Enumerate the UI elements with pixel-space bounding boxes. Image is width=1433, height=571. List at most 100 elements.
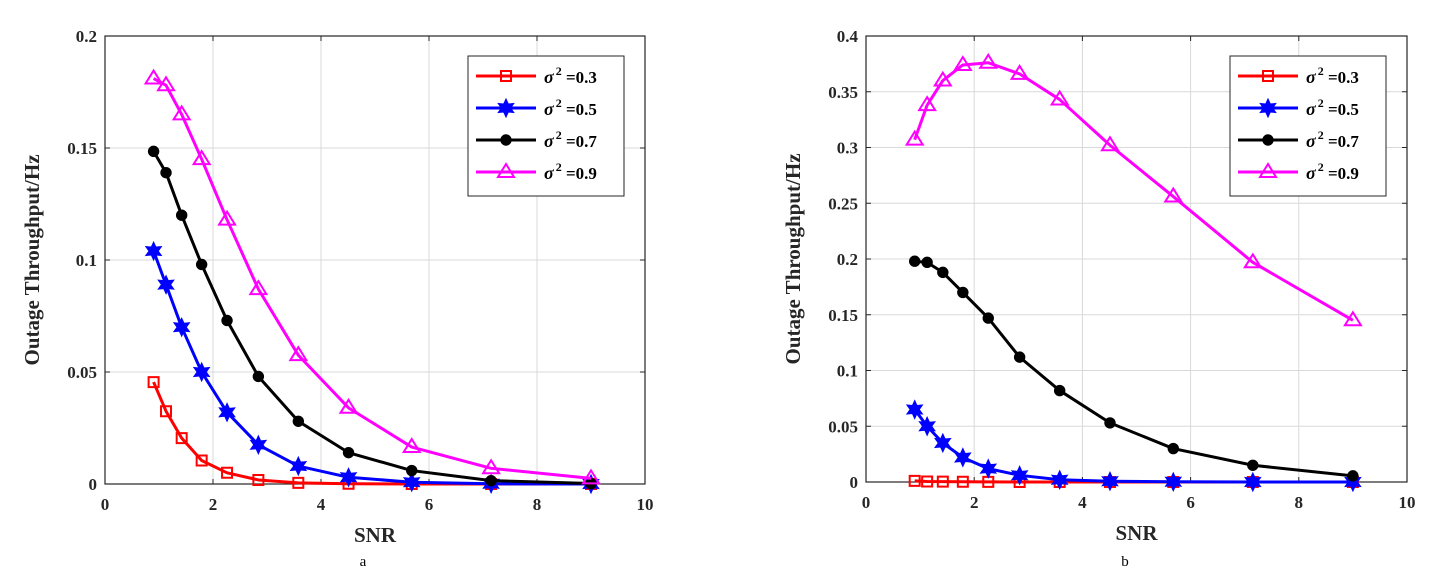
x-tick-label: 6 (425, 495, 434, 514)
data-point (933, 432, 952, 454)
legend-swatch-marker (497, 97, 515, 119)
data-point (402, 472, 421, 493)
data-point (1053, 384, 1066, 397)
series-2 (147, 145, 597, 490)
data-point (157, 274, 175, 295)
x-tick-label: 2 (970, 493, 979, 512)
legend-swatch-marker (500, 70, 512, 82)
data-point (195, 454, 208, 467)
legend-swatch-marker (1262, 134, 1274, 146)
data-point (937, 266, 949, 279)
data-point (221, 314, 233, 327)
data-point (904, 129, 925, 146)
y-axis-label: Outage Throughput/Hz (781, 153, 805, 364)
x-tick-label: 2 (209, 495, 218, 514)
data-point (175, 432, 188, 445)
y-tick-label: 0.15 (828, 306, 858, 325)
data-point (143, 68, 164, 85)
x-tick-label: 10 (1399, 493, 1416, 512)
data-point (156, 75, 176, 92)
series-line (913, 61, 1354, 322)
y-tick-label: 0 (850, 473, 859, 492)
data-point (338, 397, 359, 414)
data-point (481, 458, 501, 475)
data-point (1104, 417, 1116, 429)
data-point (1163, 186, 1184, 203)
data-point (192, 361, 211, 383)
data-point (221, 466, 234, 479)
series-2 (908, 255, 1359, 482)
data-point (401, 437, 422, 453)
y-tick-label: 0.05 (828, 417, 858, 436)
data-point (289, 455, 308, 477)
x-tick-label: 4 (1078, 493, 1087, 512)
data-point (1343, 310, 1363, 327)
y-tick-label: 0.3 (837, 139, 858, 158)
data-point (1347, 470, 1359, 482)
data-point (933, 70, 953, 87)
x-tick-label: 10 (637, 495, 654, 514)
data-point (160, 405, 173, 418)
data-point (953, 55, 973, 71)
data-point (342, 446, 355, 459)
data-point (908, 474, 921, 487)
series-1 (905, 399, 1362, 493)
y-tick-label: 0.05 (67, 363, 97, 382)
y-tick-label: 0.1 (76, 251, 97, 270)
data-point (918, 416, 936, 437)
data-point (252, 370, 265, 383)
chart-panel-b: 0 2 4 6 8 10 0 0.05 0.1 0.15 0.2 0.25 0.3 0.35 0.4 SNR O… (781, 27, 1416, 570)
y-tick-label: 0.35 (828, 83, 858, 102)
data-point (1009, 64, 1030, 80)
data-point (979, 458, 998, 479)
data-point (249, 434, 268, 456)
y-tick-label: 0.25 (828, 194, 858, 213)
data-point (406, 464, 418, 477)
data-point (581, 468, 601, 485)
data-point (978, 52, 999, 69)
data-point (1243, 471, 1262, 493)
data-point (1247, 459, 1259, 471)
data-point (953, 447, 972, 468)
series-line (152, 77, 592, 480)
panel-label: b (1121, 554, 1129, 570)
data-point (1167, 442, 1179, 455)
data-point (1010, 465, 1029, 486)
x-tick-label: 4 (317, 495, 326, 514)
data-point (175, 209, 188, 221)
data-point (1243, 252, 1263, 269)
data-point (921, 256, 933, 269)
y-tick-label: 0.15 (67, 139, 97, 158)
x-tick-label: 8 (533, 495, 542, 514)
x-tick-label: 8 (1295, 493, 1304, 512)
data-point (921, 475, 934, 488)
data-point (218, 402, 236, 423)
data-point (1164, 471, 1183, 492)
x-tick-label: 0 (862, 493, 871, 512)
data-point (147, 376, 160, 389)
data-point (957, 286, 969, 299)
data-point (288, 345, 309, 362)
data-point (292, 476, 305, 489)
legend-swatch-marker (1258, 162, 1278, 178)
data-point (485, 474, 497, 487)
y-tick-label: 0.1 (837, 362, 858, 381)
data-point (982, 312, 994, 324)
data-point (905, 399, 924, 420)
data-point (908, 255, 921, 267)
y-tick-label: 0.4 (837, 27, 859, 46)
data-point (292, 415, 305, 427)
data-point (917, 95, 937, 112)
data-point (195, 258, 208, 271)
series-3 (904, 52, 1363, 327)
legend-swatch-marker (1262, 70, 1274, 82)
